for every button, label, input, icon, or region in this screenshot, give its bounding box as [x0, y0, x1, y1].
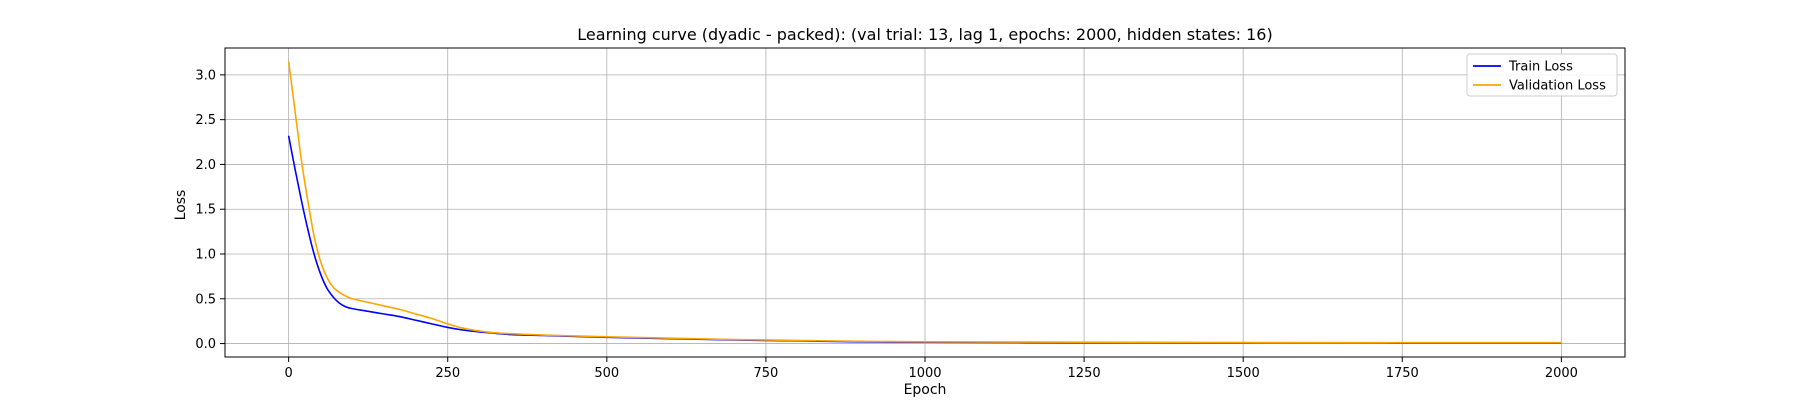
legend-label-train-loss: Train Loss	[1508, 60, 1573, 75]
x-tick-label: 1500	[1227, 366, 1260, 381]
x-tick-label: 1250	[1068, 366, 1101, 381]
x-tick-label: 1750	[1386, 366, 1419, 381]
x-axis-label: Epoch	[904, 382, 947, 398]
y-tick-label: 2.5	[195, 113, 216, 128]
x-tick-label: 1000	[908, 366, 941, 381]
legend-label-validation-loss: Validation Loss	[1509, 79, 1606, 94]
x-tick-label: 500	[594, 366, 619, 381]
x-tick-label: 2000	[1545, 366, 1578, 381]
y-tick-label: 0.0	[195, 337, 216, 352]
axis-ticks: 0 250 500 750 1000 1250 1500 1750 2000 0.0 0.5 1.0 1…	[195, 68, 1578, 381]
y-axis-label: Loss	[173, 190, 189, 221]
legend: Train Loss Validation Loss	[1466, 53, 1618, 97]
x-tick-label: 250	[435, 366, 460, 381]
legend-box	[1466, 53, 1618, 97]
x-tick-label: 0	[284, 366, 292, 381]
y-tick-label: 1.5	[195, 203, 216, 218]
y-tick-label: 1.0	[195, 248, 216, 263]
x-tick-label: 750	[753, 366, 778, 381]
y-tick-label: 3.0	[195, 68, 216, 83]
validation-loss-line	[287, 61, 1562, 344]
y-tick-label: 2.0	[195, 158, 216, 173]
y-tick-label: 0.5	[195, 292, 216, 307]
chart-title: Learning curve (dyadic - packed): (val t…	[577, 25, 1272, 44]
series-lines	[287, 61, 1562, 344]
